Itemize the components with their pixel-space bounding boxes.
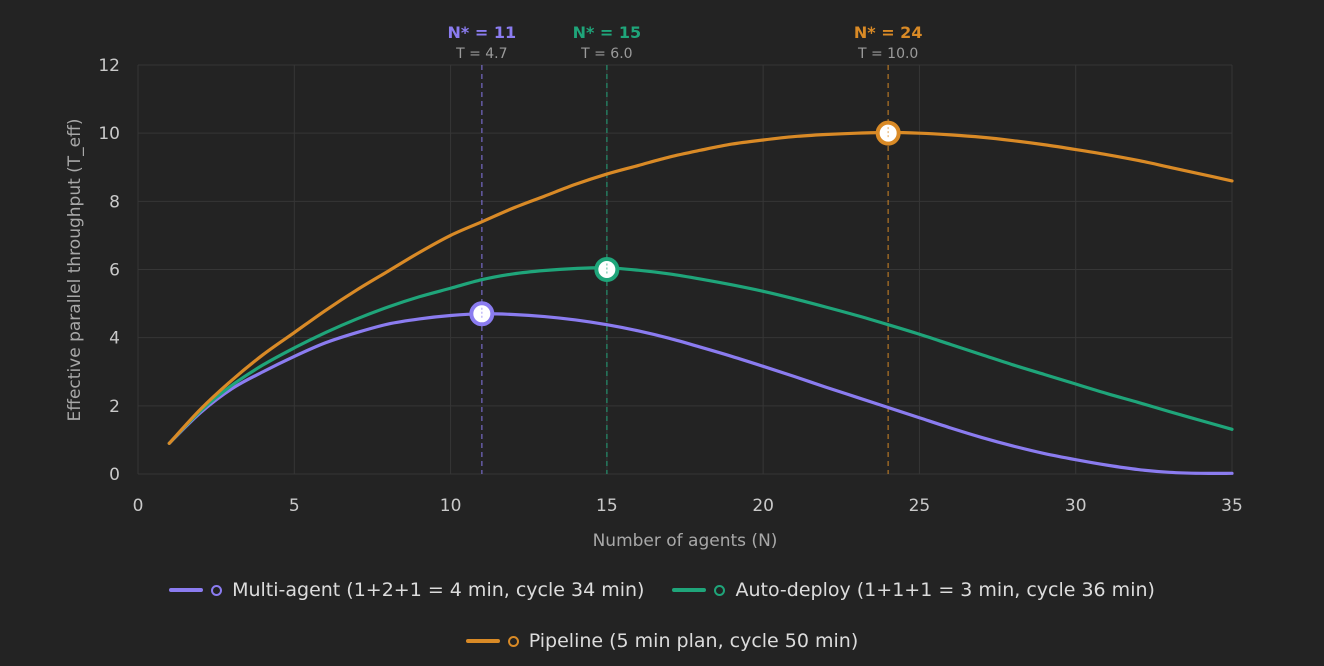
peak-sublabel: T = 4.7	[455, 46, 507, 62]
x-tick-label: 20	[752, 496, 774, 516]
peak-sublabel: T = 10.0	[857, 46, 918, 62]
chart-axes: 0 5 10 15 20 25 30 35 0 2 4 6 8 10 12	[98, 56, 1242, 516]
legend-line-pipeline	[465, 639, 500, 643]
x-tick-label: 10	[440, 496, 462, 516]
legend-label-multi-agent: Multi-agent (1+2+1 = 4 min, cycle 34 min…	[232, 579, 645, 601]
peak-label: N* = 24	[854, 23, 923, 42]
peak-label: N* = 11	[448, 23, 517, 42]
x-tick-label: 30	[1065, 496, 1087, 516]
series-line-2	[167, 130, 1234, 445]
series-line-0	[167, 312, 1234, 475]
series-lines	[167, 130, 1234, 475]
x-tick-label: 0	[133, 496, 144, 516]
legend-line-multi-agent	[169, 588, 204, 592]
legend-row-2: Pipeline (5 min plan, cycle 50 min)	[0, 630, 1324, 652]
y-tick-label: 2	[109, 397, 120, 417]
legend-dot-pipeline	[507, 635, 519, 647]
peak-marker	[875, 120, 901, 146]
legend-label-pipeline: Pipeline (5 min plan, cycle 50 min)	[528, 630, 859, 652]
y-tick-label: 6	[109, 261, 120, 281]
y-tick-label: 4	[109, 329, 120, 349]
peak-annotations: N* = 11 T = 4.7 N* = 15 T = 6.0 N* = 24 T = 1…	[448, 23, 923, 62]
y-tick-label: 8	[109, 192, 120, 212]
legend-item-pipeline: Pipeline (5 min plan, cycle 50 min)	[465, 630, 859, 652]
peak-label: N* = 15	[573, 23, 642, 42]
legend-item-multi-agent: Multi-agent (1+2+1 = 4 min, cycle 34 min…	[169, 579, 644, 601]
legend-item-auto-deploy: Auto-deploy (1+1+1 = 3 min, cycle 36 min…	[672, 579, 1155, 601]
y-tick-label: 12	[98, 56, 120, 76]
y-tick-label: 10	[98, 124, 120, 144]
x-tick-label: 15	[596, 496, 618, 516]
legend-row-1: Multi-agent (1+2+1 = 4 min, cycle 34 min…	[0, 579, 1324, 601]
legend-line-auto-deploy	[672, 588, 707, 592]
peak-markers	[469, 120, 901, 327]
x-tick-label: 35	[1221, 496, 1243, 516]
peak-sublabel: T = 6.0	[580, 46, 632, 62]
x-axis-title: Number of agents (N)	[593, 531, 778, 551]
chart-grid	[137, 64, 1233, 475]
x-tick-label: 25	[909, 496, 931, 516]
x-tick-label: 5	[289, 496, 300, 516]
legend-dot-multi-agent	[211, 584, 223, 596]
y-tick-label: 0	[109, 465, 120, 485]
legend-label-auto-deploy: Auto-deploy (1+1+1 = 3 min, cycle 36 min…	[735, 579, 1155, 601]
legend-dot-auto-deploy	[714, 584, 726, 596]
series-line-1	[167, 266, 1234, 445]
y-axis-title: Effective parallel throughput (T_eff)	[65, 119, 85, 422]
